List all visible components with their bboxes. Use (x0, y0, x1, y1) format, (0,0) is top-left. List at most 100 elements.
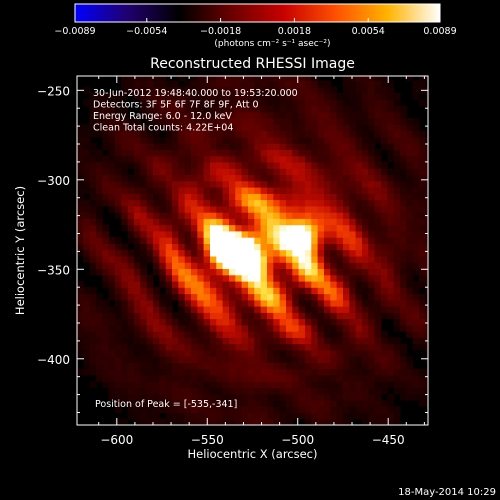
heatmap-cell (89, 224, 97, 232)
heatmap-cell (336, 199, 344, 207)
heatmap-cell (115, 299, 122, 307)
heatmap-cell (336, 299, 344, 307)
heatmap-cell (178, 118, 186, 125)
heatmap-cell (127, 149, 135, 157)
heatmap-cell (184, 406, 192, 414)
heatmap-cell (362, 374, 369, 382)
heatmap-cell (286, 406, 293, 414)
heatmap-cell (197, 299, 205, 307)
heatmap-cell (96, 306, 103, 313)
heatmap-cell (210, 337, 217, 345)
heatmap-cell (83, 86, 91, 94)
heatmap-cell (362, 111, 369, 119)
heatmap-cell (400, 230, 407, 238)
heatmap-cell (343, 118, 350, 125)
heatmap-cell (178, 218, 186, 226)
heatmap-cell (400, 393, 407, 401)
heatmap-cell (362, 343, 369, 351)
heatmap-cell (279, 174, 287, 182)
heatmap-cell (260, 243, 268, 251)
heatmap-cell (184, 199, 192, 207)
heatmap-cell (273, 255, 281, 263)
heatmap-cell (222, 262, 230, 269)
heatmap-cell (140, 130, 148, 138)
heatmap-cell (222, 136, 230, 144)
heatmap-cell (216, 387, 224, 395)
heatmap-cell (203, 155, 211, 163)
heatmap-cell (108, 287, 116, 295)
heatmap-cell (216, 356, 224, 363)
heatmap-cell (273, 161, 281, 169)
heatmap-cell (362, 149, 369, 157)
heatmap-cell (349, 180, 357, 188)
heatmap-cell (330, 274, 338, 282)
heatmap-cell (165, 280, 173, 288)
heatmap-cell (362, 324, 369, 332)
heatmap-cell (273, 155, 281, 163)
heatmap-cell (374, 199, 382, 207)
heatmap-cell (406, 280, 414, 288)
heatmap-cell (184, 312, 192, 320)
heatmap-cell (324, 180, 331, 188)
heatmap-cell (387, 280, 395, 288)
heatmap-cell (178, 224, 186, 232)
heatmap-cell (311, 331, 319, 338)
heatmap-cell (355, 187, 363, 194)
heatmap-cell (210, 212, 217, 219)
heatmap-cell (273, 262, 281, 269)
heatmap-cell (400, 105, 407, 113)
heatmap-cell (298, 374, 306, 382)
heatmap-cell (216, 230, 224, 238)
heatmap-cell (400, 374, 407, 382)
heatmap-cell (83, 287, 91, 295)
heatmap-cell (286, 255, 293, 263)
heatmap-cell (292, 274, 300, 282)
heatmap-cell (412, 174, 420, 182)
heatmap-cell (108, 324, 116, 332)
heatmap-cell (140, 280, 148, 288)
heatmap-cell (146, 218, 154, 226)
heatmap-cell (292, 199, 300, 207)
heatmap-cell (89, 180, 97, 188)
heatmap-cell (134, 180, 141, 188)
heatmap-cell (349, 343, 357, 351)
heatmap-cell (153, 362, 160, 370)
heatmap-cell (140, 124, 148, 132)
heatmap-cell (273, 212, 281, 219)
heatmap-cell (317, 368, 325, 376)
heatmap-cell (197, 237, 205, 244)
heatmap-cell (216, 349, 224, 357)
heatmap-cell (343, 149, 350, 157)
heatmap-cell (260, 412, 268, 420)
heatmap-cell (248, 230, 255, 238)
heatmap-cell (292, 80, 300, 88)
heatmap-cell (324, 374, 331, 382)
heatmap-cell (387, 205, 395, 213)
heatmap-cell (343, 99, 350, 107)
heatmap-cell (343, 299, 350, 307)
heatmap-cell (121, 136, 129, 144)
heatmap-cell (368, 80, 376, 88)
heatmap-cell (317, 362, 325, 370)
heatmap-cell (393, 287, 401, 295)
heatmap-cell (191, 293, 198, 301)
heatmap-cell (317, 149, 325, 157)
heatmap-cell (330, 331, 338, 338)
heatmap-cell (248, 124, 255, 132)
heatmap-cell (184, 243, 192, 251)
heatmap-cell (248, 374, 255, 382)
heatmap-cell (273, 111, 281, 119)
heatmap-cell (121, 193, 129, 201)
heatmap-cell (153, 268, 160, 276)
heatmap-cell (241, 374, 249, 382)
heatmap-cell (387, 412, 395, 420)
heatmap-cell (229, 356, 236, 363)
heatmap-cell (210, 105, 217, 113)
heatmap-cell (254, 155, 262, 163)
heatmap-cell (298, 212, 306, 219)
heatmap-cell (134, 356, 141, 363)
heatmap-cell (191, 212, 198, 219)
heatmap-cell (279, 418, 287, 425)
heatmap-cell (400, 274, 407, 282)
heatmap-cell (336, 262, 344, 269)
